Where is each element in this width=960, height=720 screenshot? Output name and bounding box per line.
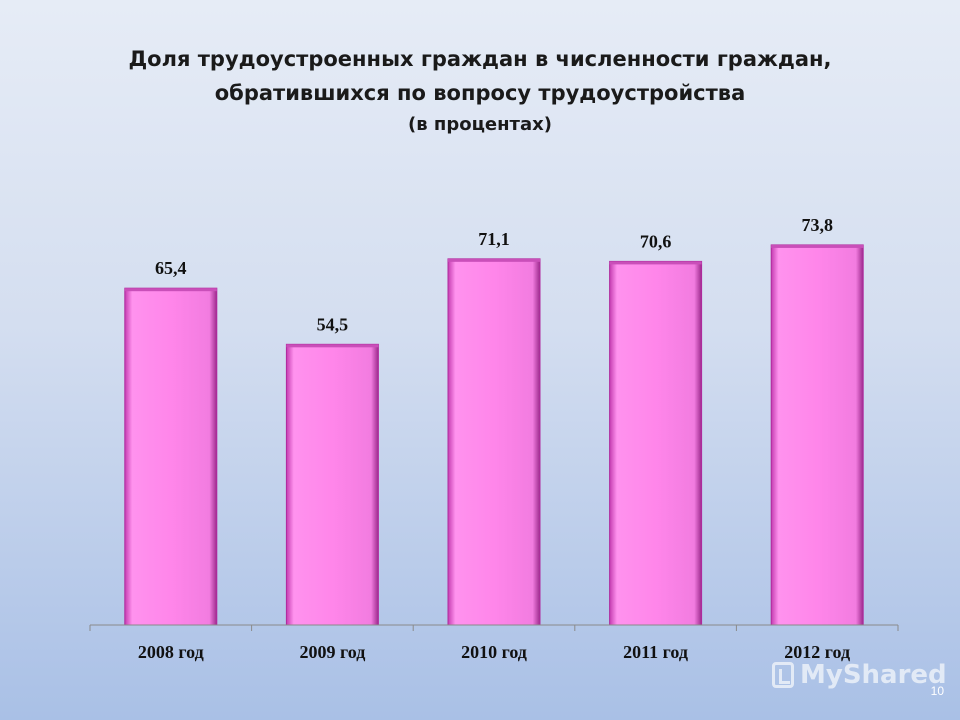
bar-top-edge <box>771 244 864 248</box>
data-label: 70,6 <box>640 231 672 251</box>
x-tick-label: 2009 год <box>299 642 365 662</box>
chart-subtitle: (в процентах) <box>408 114 552 135</box>
x-tick-label: 2008 год <box>138 642 204 662</box>
bar-4 <box>609 260 703 626</box>
bar-3 <box>447 258 541 626</box>
data-label: 73,8 <box>801 215 833 235</box>
bar-top-edge <box>448 258 540 262</box>
bar-top-edge <box>609 261 702 265</box>
x-tick-label: 2010 год <box>461 642 527 662</box>
x-tick-label: 2011 год <box>623 642 688 662</box>
bar-top-edge <box>286 344 379 348</box>
page-number: 10 <box>930 684 944 698</box>
bar-1 <box>124 287 218 626</box>
bar-2 <box>285 343 379 626</box>
data-label: 54,5 <box>317 314 349 334</box>
bar-top-edge <box>124 288 217 292</box>
bar-5 <box>770 244 864 626</box>
data-label: 65,4 <box>155 258 187 278</box>
chart-title: Доля трудоустроенных граждан в численнос… <box>0 42 960 140</box>
data-label: 71,1 <box>478 229 510 249</box>
watermark-text: MyShared <box>800 660 947 690</box>
chart-title-line-1: Доля трудоустроенных граждан в численнос… <box>128 47 832 71</box>
x-tick-label: 2012 год <box>784 642 850 662</box>
watermark-icon <box>772 662 794 688</box>
watermark-logo: MyShared <box>772 660 947 690</box>
chart-title-line-2: обратившихся по вопросу трудоустройства <box>214 81 746 105</box>
